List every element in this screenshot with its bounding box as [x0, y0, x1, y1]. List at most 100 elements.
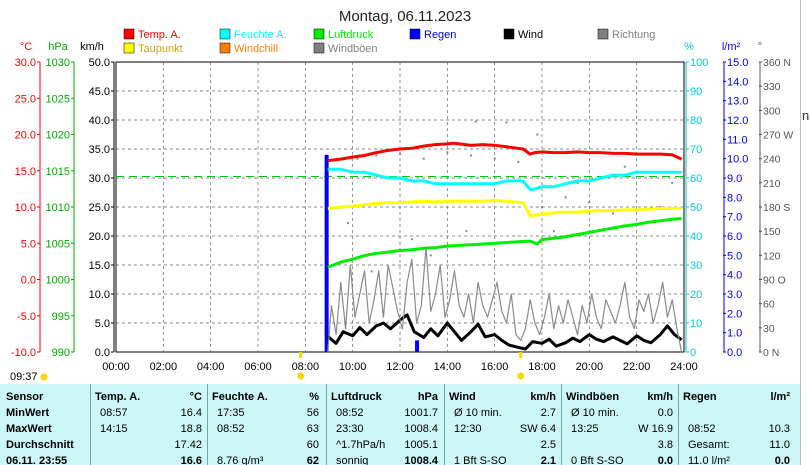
row-label: MinWert: [6, 407, 50, 419]
legend-swatch: [313, 42, 325, 54]
column-title: Temp. A.: [95, 391, 141, 403]
direction-dot: [370, 270, 373, 273]
x-tick-label: 16:00: [481, 361, 509, 373]
direction-tick-label: 120: [763, 250, 781, 262]
series-line: [327, 247, 683, 353]
legend-label: Windböen: [328, 43, 378, 55]
legend-swatch: [219, 28, 231, 40]
legend-swatch: [313, 28, 325, 40]
column-unit: l/m²: [770, 391, 790, 403]
direction-dot: [446, 151, 449, 154]
cell-value: 0.0: [774, 455, 790, 465]
cell-label: 08:57: [100, 407, 128, 419]
temp-tick-label: 5.0: [21, 238, 36, 250]
cell-value: W 16.9: [638, 423, 673, 435]
wind-tick-label: 10.0: [89, 289, 110, 301]
stats-column: [678, 384, 797, 465]
rain-tick-label: 11.0: [727, 134, 748, 146]
rain-tick-label: 5.0: [727, 250, 742, 262]
cell-value: 60: [306, 439, 319, 451]
stats-column: [444, 384, 563, 465]
rain-tick-label: 1.0: [727, 328, 742, 340]
temp-tick-label: 10.0: [15, 202, 36, 214]
x-tick-label: 08:00: [292, 361, 320, 373]
cell-value: 1008.4: [404, 423, 438, 435]
direction-dot: [375, 154, 378, 157]
series-line: [327, 167, 682, 192]
weather-chart: Montag, 06.11.2023 Temp. A. Feuchte A. Luf…: [11, 8, 793, 381]
temp-tick-label: -10.0: [11, 347, 36, 359]
direction-dot: [465, 230, 468, 233]
temp-unit-label: °C: [20, 41, 32, 53]
direction-unit-label: °: [758, 41, 762, 53]
column-unit: °C: [189, 391, 202, 403]
direction-dot: [517, 160, 520, 163]
cell-value: 62: [306, 455, 319, 465]
direction-dot: [564, 196, 567, 199]
column-unit: km/h: [530, 391, 556, 403]
column-unit: %: [309, 391, 319, 403]
direction-tick-label: 360 N: [763, 57, 791, 69]
column-title: Regen: [683, 391, 717, 403]
wind-tick-label: 40.0: [89, 115, 110, 127]
wind-unit-label: km/h: [80, 41, 104, 53]
rain-tick-label: 6.0: [727, 231, 742, 243]
x-tick-label: 22:00: [623, 361, 651, 373]
rain-bar: [324, 154, 329, 352]
series-line: [327, 199, 682, 218]
rain-tick-label: 4.0: [727, 270, 742, 282]
temp-tick-label: 30.0: [15, 57, 36, 69]
direction-dot: [541, 206, 543, 208]
cell-label: 14:15: [100, 423, 128, 435]
direction-tick-label: 30: [763, 323, 775, 335]
pressure-tick-label: 1020: [46, 130, 70, 142]
humidity-tick-label: 70: [690, 144, 702, 156]
row-label: Durchschnitt: [6, 439, 74, 451]
cell-label: 1 Bft S-SO: [454, 455, 507, 465]
cell-label: 17:35: [217, 407, 245, 419]
legend-label: Feuchte A.: [234, 29, 287, 41]
stats-table: Sensor MinWert MaxWert Durchschnitt 06.11. 2…: [0, 384, 800, 465]
stats-column: [207, 384, 326, 465]
pressure-tick-label: 995: [52, 311, 70, 323]
pressure-tick-label: 1025: [46, 93, 70, 105]
temp-tick-label: -5.0: [17, 311, 36, 323]
cell-value: 63: [306, 423, 319, 435]
x-tick-label: 10:00: [339, 361, 367, 373]
pressure-tick-label: 1030: [46, 57, 70, 69]
row-label: 06.11. 23:55: [6, 455, 68, 465]
direction-dot: [612, 212, 614, 215]
series-marks: [40, 120, 683, 381]
cell-value: SW 6.4: [519, 423, 556, 435]
cell-label: Ø 10 min.: [454, 407, 502, 419]
cell-label: Ø 10 min.: [571, 407, 619, 419]
pressure-tick-label: 1010: [46, 202, 70, 214]
pressure-tick-label: 1000: [46, 275, 70, 287]
legend: Temp. A. Feuchte A. Luftdruck Regen Wind Rich…: [123, 28, 655, 55]
direction-dot: [576, 181, 579, 184]
humidity-tick-label: 90: [690, 86, 702, 98]
stats-column: [326, 384, 445, 465]
cell-value: 1005.1: [404, 439, 438, 451]
cell-value: 2.1: [540, 455, 556, 465]
legend-label: Luftdruck: [328, 29, 374, 41]
wind-tick-label: 20.0: [89, 231, 110, 243]
temp-tick-label: 0.0: [21, 275, 36, 287]
wind-tick-label: 0.0: [95, 347, 110, 359]
direction-dot: [470, 154, 472, 157]
direction-tick-label: 270 W: [763, 130, 793, 142]
legend-swatch: [123, 42, 135, 54]
wind-tick-label: 50.0: [89, 57, 110, 69]
direction-tick-label: 90 O: [763, 275, 786, 287]
wind-tick-label: 35.0: [89, 144, 110, 156]
x-tick-label: 00:00: [102, 361, 130, 373]
cell-value: 56: [306, 407, 319, 419]
column-title: Windböen: [566, 391, 620, 403]
rain-tick-label: 14.0: [727, 76, 748, 88]
rain-tick-label: 13.0: [727, 96, 748, 108]
x-tick-label: 06:00: [244, 361, 272, 373]
column-unit: km/h: [647, 391, 673, 403]
humidity-tick-label: 60: [690, 173, 702, 185]
cell-label: 08:52: [217, 423, 245, 435]
window-edge: [800, 0, 810, 465]
